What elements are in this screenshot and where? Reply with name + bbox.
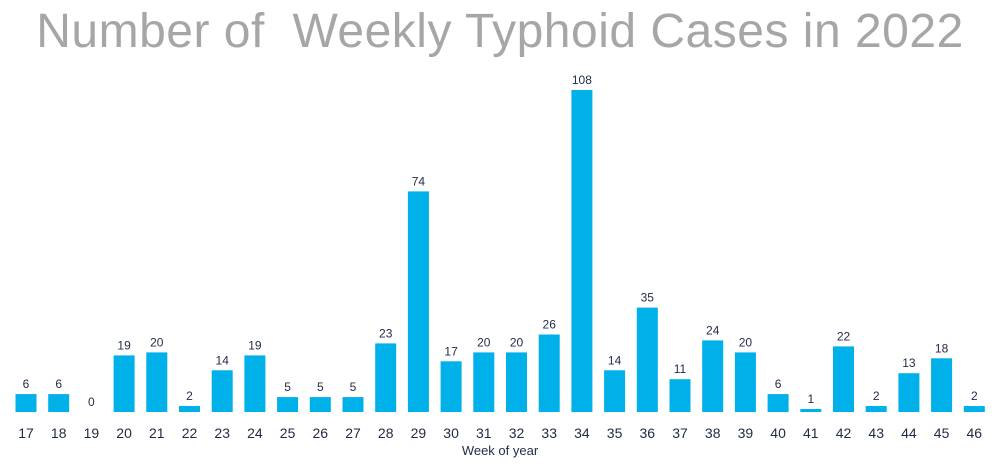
data-label-week-34: 108: [572, 73, 592, 87]
data-label-week-41: 1: [807, 392, 814, 406]
bar-week-34: [571, 90, 593, 412]
bar-week-17: [15, 394, 37, 412]
bar-week-21: [146, 352, 168, 412]
x-tick-40: 40: [770, 425, 786, 441]
data-label-week-27: 5: [350, 380, 357, 394]
data-label-week-24: 19: [248, 338, 262, 352]
x-tick-26: 26: [313, 425, 329, 441]
bar-week-38: [702, 340, 724, 412]
x-tick-35: 35: [607, 425, 623, 441]
x-tick-29: 29: [411, 425, 427, 441]
data-label-week-38: 24: [706, 323, 720, 337]
bar-week-23: [211, 370, 233, 412]
data-label-week-40: 6: [775, 377, 782, 391]
data-label-week-42: 22: [837, 329, 851, 343]
data-label-week-39: 20: [739, 335, 753, 349]
x-tick-36: 36: [640, 425, 656, 441]
x-tick-19: 19: [84, 425, 100, 441]
bar-week-18: [48, 394, 70, 412]
bar-week-25: [277, 397, 299, 412]
x-axis-label: Week of year: [462, 443, 539, 458]
data-label-week-20: 19: [117, 338, 131, 352]
bar-week-36: [636, 307, 658, 412]
x-tick-18: 18: [51, 425, 67, 441]
x-tick-32: 32: [509, 425, 525, 441]
data-label-week-36: 35: [641, 291, 655, 305]
bar-week-39: [734, 352, 756, 412]
data-label-week-31: 20: [477, 335, 491, 349]
data-label-week-26: 5: [317, 380, 324, 394]
x-tick-27: 27: [345, 425, 361, 441]
bar-week-45: [931, 358, 953, 412]
data-label-week-29: 74: [412, 174, 426, 188]
x-tick-28: 28: [378, 425, 394, 441]
data-label-week-28: 23: [379, 326, 393, 340]
x-tick-31: 31: [476, 425, 492, 441]
data-label-week-33: 26: [543, 318, 557, 332]
x-tick-17: 17: [18, 425, 34, 441]
x-tick-30: 30: [443, 425, 459, 441]
data-label-week-37: 11: [674, 362, 687, 376]
bar-week-32: [506, 352, 527, 412]
x-tick-21: 21: [149, 425, 165, 441]
bar-week-43: [865, 406, 887, 412]
x-tick-37: 37: [672, 425, 688, 441]
bar-week-44: [898, 373, 920, 412]
bar-week-28: [375, 343, 397, 412]
data-label-week-32: 20: [510, 335, 524, 349]
bar-week-24: [244, 355, 266, 412]
bar-week-37: [669, 379, 691, 412]
bar-week-27: [342, 397, 364, 412]
data-label-week-21: 20: [150, 335, 164, 349]
x-tick-42: 42: [836, 425, 852, 441]
data-label-week-19: 0: [88, 395, 95, 409]
data-label-week-17: 6: [23, 377, 30, 391]
x-tick-34: 34: [574, 425, 590, 441]
data-label-week-45: 18: [935, 341, 949, 355]
bar-week-33: [538, 334, 560, 412]
bar-week-31: [473, 352, 495, 412]
bar-week-26: [309, 397, 331, 412]
x-tick-20: 20: [116, 425, 132, 441]
x-tick-24: 24: [247, 425, 263, 441]
x-tick-25: 25: [280, 425, 296, 441]
data-label-week-25: 5: [284, 380, 291, 394]
x-tick-33: 33: [541, 425, 557, 441]
bar-week-20: [113, 355, 135, 412]
bar-week-29: [407, 191, 429, 412]
x-tick-22: 22: [182, 425, 198, 441]
data-label-week-46: 2: [971, 389, 978, 403]
bar-week-46: [963, 406, 985, 412]
x-tick-41: 41: [803, 425, 819, 441]
data-label-week-23: 14: [216, 353, 230, 367]
data-label-week-22: 2: [186, 389, 193, 403]
bar-week-41: [800, 409, 822, 412]
chart-title: Number of Weekly Typhoid Cases in 2022: [36, 5, 964, 58]
x-tick-43: 43: [868, 425, 884, 441]
data-label-week-43: 2: [873, 389, 880, 403]
x-tick-44: 44: [901, 425, 917, 441]
x-tick-39: 39: [738, 425, 754, 441]
x-tick-46: 46: [967, 425, 983, 441]
data-label-week-18: 6: [55, 377, 62, 391]
bar-week-35: [604, 370, 626, 412]
data-label-week-30: 17: [444, 344, 458, 358]
bar-week-40: [767, 394, 789, 412]
bar-week-42: [833, 346, 854, 412]
x-tick-23: 23: [214, 425, 230, 441]
bar-week-22: [179, 406, 200, 412]
data-label-week-44: 13: [902, 356, 916, 370]
x-tick-38: 38: [705, 425, 721, 441]
x-tick-45: 45: [934, 425, 950, 441]
data-label-week-35: 14: [608, 353, 622, 367]
bar-week-30: [440, 361, 462, 412]
